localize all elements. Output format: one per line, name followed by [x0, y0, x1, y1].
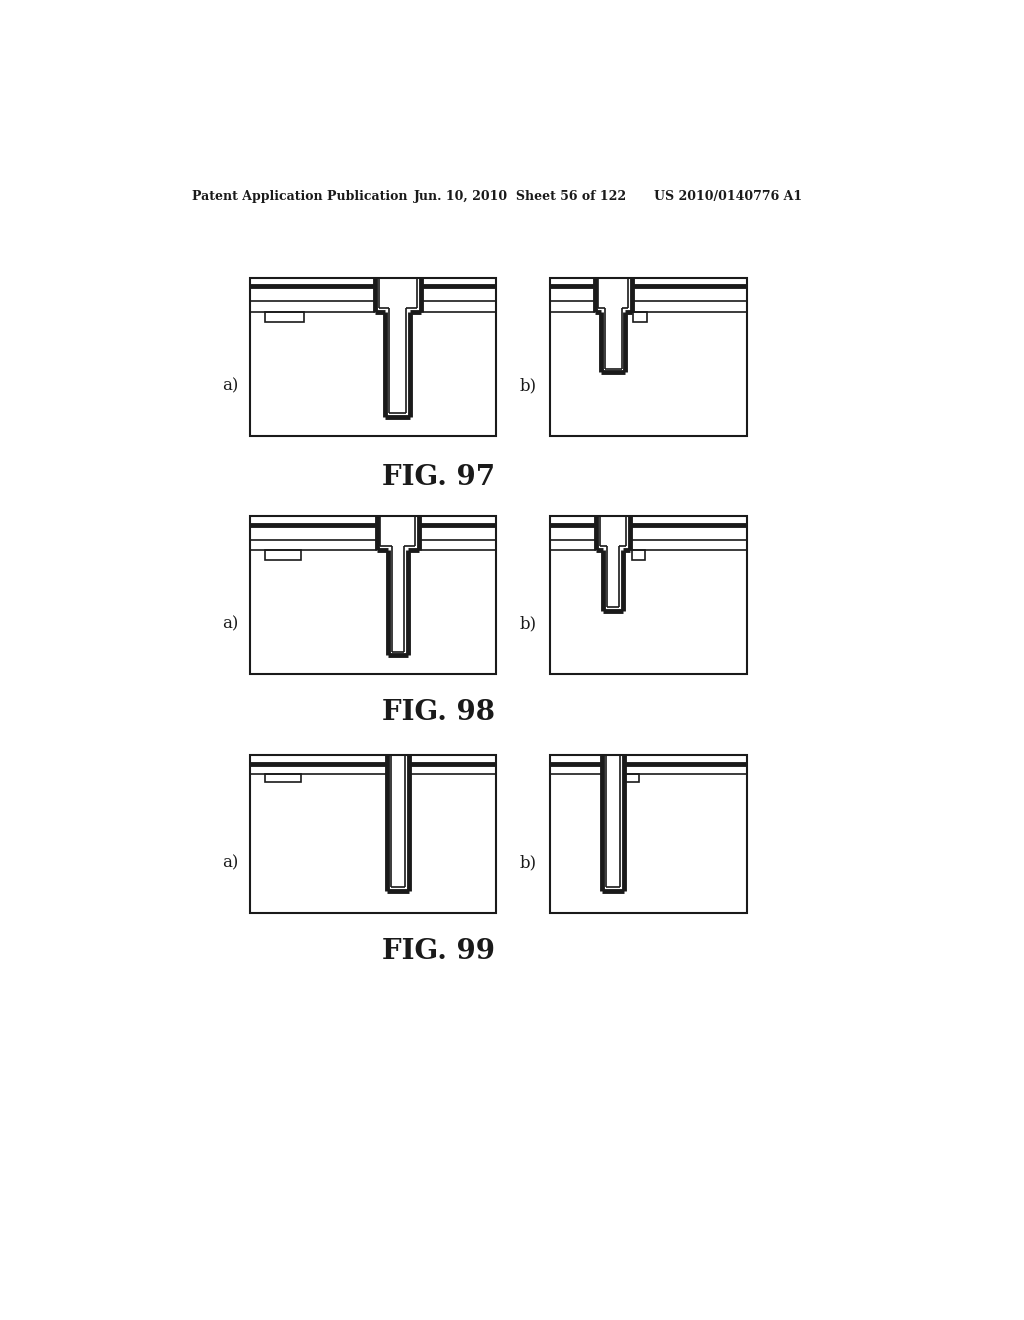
Text: b): b) [520, 854, 538, 871]
Text: US 2010/0140776 A1: US 2010/0140776 A1 [654, 190, 802, 203]
Text: FIG. 99: FIG. 99 [382, 939, 495, 965]
Text: Patent Application Publication: Patent Application Publication [193, 190, 408, 203]
Text: FIG. 98: FIG. 98 [382, 700, 495, 726]
Bar [632, 550, 645, 560]
Text: FIG. 97: FIG. 97 [382, 465, 496, 491]
Text: a): a) [222, 854, 239, 871]
Bar [626, 774, 639, 781]
Bar [550, 516, 746, 675]
Bar [250, 516, 497, 675]
Text: a): a) [222, 615, 239, 632]
Bar [265, 312, 304, 322]
Text: a): a) [222, 378, 239, 395]
Bar [633, 312, 647, 322]
Bar [265, 774, 301, 781]
Bar [550, 755, 746, 913]
Text: b): b) [520, 378, 538, 395]
Text: b): b) [520, 615, 538, 632]
Bar [265, 550, 301, 560]
Bar [250, 277, 497, 436]
Bar [550, 277, 746, 436]
Bar [250, 755, 497, 913]
Text: Jun. 10, 2010  Sheet 56 of 122: Jun. 10, 2010 Sheet 56 of 122 [414, 190, 627, 203]
